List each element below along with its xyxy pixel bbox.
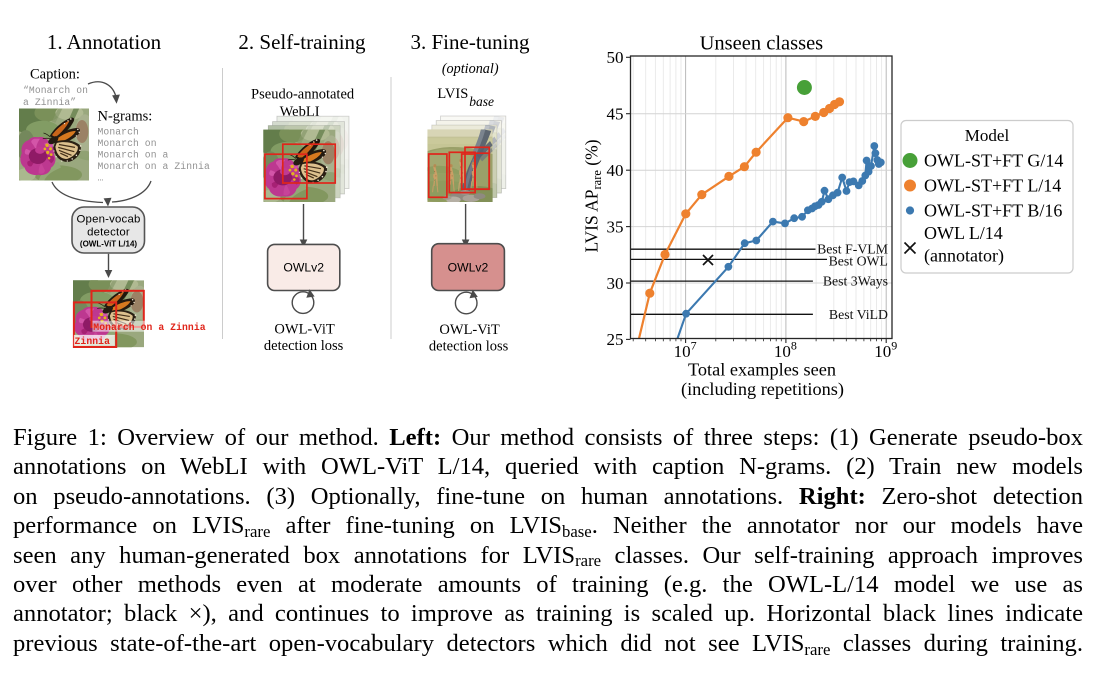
svg-text:25: 25 <box>607 330 624 349</box>
svg-text:50: 50 <box>607 48 624 67</box>
svg-text:OWL-ViT: OWL-ViT <box>439 322 499 338</box>
svg-text:OWLv2: OWLv2 <box>448 261 489 275</box>
svg-text:detection loss: detection loss <box>264 338 344 354</box>
svg-text:OWL L/14: OWL L/14 <box>924 223 1003 243</box>
svg-text:OWL-ViT: OWL-ViT <box>274 321 334 337</box>
svg-text:30: 30 <box>607 274 624 293</box>
svg-text:108: 108 <box>774 339 797 362</box>
svg-text:Total examples seen: Total examples seen <box>688 360 836 380</box>
svg-text:2. Self-training: 2. Self-training <box>238 30 366 54</box>
svg-text:LVIS APrare (%): LVIS APrare (%) <box>582 139 605 252</box>
svg-text:Monarch on a: Monarch on a <box>98 150 169 161</box>
svg-text:Model: Model <box>965 126 1010 145</box>
svg-text:a Zinnia”: a Zinnia” <box>23 97 76 108</box>
svg-text:109: 109 <box>874 339 897 362</box>
svg-text:Monarch on a Zinnia: Monarch on a Zinnia <box>98 161 210 172</box>
svg-text:Monarch: Monarch <box>98 127 139 138</box>
svg-text:OWL-ST+FT B/16: OWL-ST+FT B/16 <box>924 201 1062 221</box>
svg-text:OWL-ST+FT L/14: OWL-ST+FT L/14 <box>924 176 1061 196</box>
svg-text:3. Fine-tuning: 3. Fine-tuning <box>411 30 530 54</box>
svg-text:Monarch on: Monarch on <box>98 138 157 149</box>
svg-text:Zinnia: Zinnia <box>75 336 111 347</box>
svg-text:…: … <box>98 173 104 184</box>
svg-text:OWL-ST+FT G/14: OWL-ST+FT G/14 <box>924 151 1063 171</box>
svg-text:OWLv2: OWLv2 <box>283 261 324 275</box>
svg-text:Caption:: Caption: <box>30 67 80 83</box>
svg-text:(including repetitions): (including repetitions) <box>681 379 844 400</box>
svg-text:40: 40 <box>607 161 624 180</box>
svg-text:(OWL-ViT L/14): (OWL-ViT L/14) <box>80 240 138 249</box>
svg-text:Best 3Ways: Best 3Ways <box>823 274 888 289</box>
svg-text:Best F-VLM: Best F-VLM <box>817 242 888 257</box>
svg-text:base: base <box>469 94 494 109</box>
svg-text:45: 45 <box>607 105 624 124</box>
svg-text:1. Annotation: 1. Annotation <box>47 30 162 54</box>
svg-text:Best ViLD: Best ViLD <box>829 307 888 322</box>
svg-text:Unseen classes: Unseen classes <box>700 32 824 54</box>
svg-text:Best OWL: Best OWL <box>829 254 888 269</box>
svg-text:Open-vocab: Open-vocab <box>76 214 140 226</box>
svg-text:Monarch on a Zinnia: Monarch on a Zinnia <box>93 322 205 333</box>
svg-text:detection loss: detection loss <box>429 338 509 354</box>
svg-text:LVIS: LVIS <box>437 86 468 102</box>
svg-text:Pseudo-annotated: Pseudo-annotated <box>251 86 355 102</box>
svg-text:35: 35 <box>607 217 624 236</box>
svg-text:(optional): (optional) <box>442 61 499 77</box>
svg-text:N-grams:: N-grams: <box>98 109 153 125</box>
svg-text:“Monarch on: “Monarch on <box>23 85 88 96</box>
svg-text:detector: detector <box>87 227 130 239</box>
svg-text:107: 107 <box>674 339 697 362</box>
svg-text:(annotator): (annotator) <box>924 246 1004 267</box>
